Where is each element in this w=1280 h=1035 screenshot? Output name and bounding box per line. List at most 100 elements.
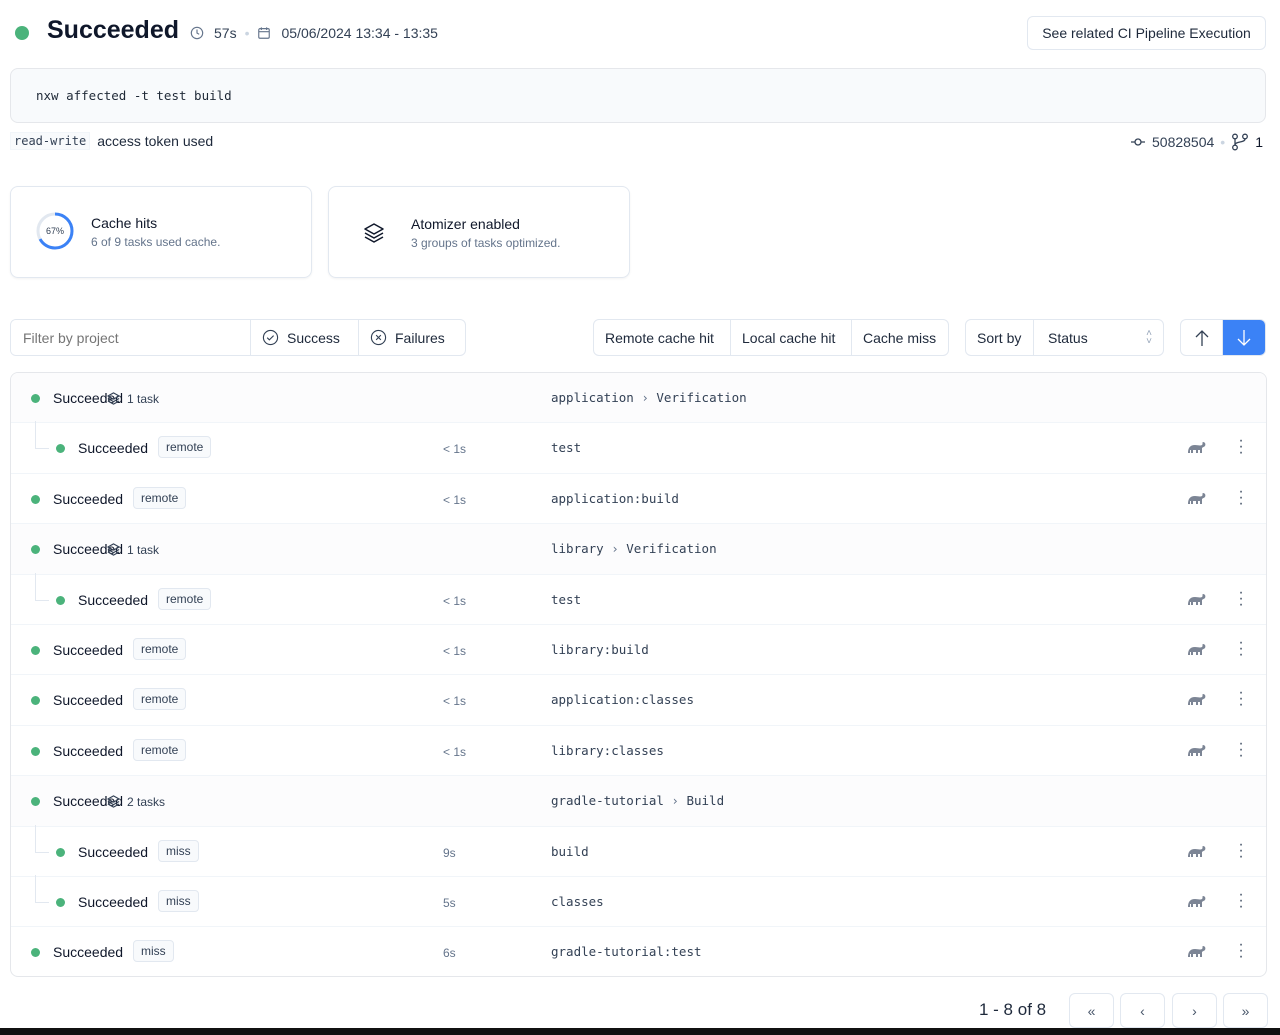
arrow-down-icon [1237, 329, 1251, 346]
remote-cache-hit-button[interactable]: Remote cache hit [594, 320, 731, 355]
tree-connector [35, 824, 49, 853]
cache-badge: miss [133, 940, 174, 963]
group-target: gradle-tutorial › Build [551, 793, 725, 809]
status-label: Succeeded [78, 843, 149, 860]
task-row[interactable]: Succeeded remote < 1s application:build · · · [11, 474, 1266, 525]
group-target: library › Verification [551, 541, 717, 557]
task-row[interactable]: Succeeded remote < 1s test · · · [11, 572, 1266, 625]
status-label: Succeeded [78, 893, 149, 910]
chevron-up-down-icon: ˄ ˅ [1146, 327, 1152, 347]
task-target[interactable]: library:build [551, 641, 649, 657]
layers-icon [107, 392, 120, 405]
task-target[interactable]: test [551, 440, 582, 456]
more-options-icon[interactable]: · · · [1238, 633, 1244, 663]
status-label: Succeeded [53, 944, 124, 961]
gradle-icon [1188, 593, 1206, 605]
duration: < 1s [443, 694, 467, 709]
duration: < 1s [443, 744, 467, 759]
command-block: nxw affected -t test build [10, 68, 1266, 123]
sort-descending-button[interactable] [1223, 320, 1265, 355]
task-group-row[interactable]: Succeeded 1 task application › Verificatio… [11, 373, 1266, 424]
atomizer-card: Atomizer enabled 3 groups of tasks optim… [328, 186, 630, 278]
cache-badge: remote [133, 738, 187, 761]
sort-ascending-button[interactable] [1181, 320, 1223, 355]
check-circle-icon [262, 329, 279, 346]
more-options-icon[interactable]: · · · [1238, 885, 1244, 915]
chevron-right-icon: › [1192, 1002, 1197, 1019]
more-options-icon[interactable]: · · · [1238, 734, 1244, 764]
failures-filter-button[interactable]: Failures [359, 320, 465, 355]
more-options-icon[interactable]: · · · [1238, 432, 1244, 462]
task-row[interactable]: Succeeded miss 9s build · · · [11, 824, 1266, 877]
cache-percent: 67% [46, 226, 64, 236]
duration: < 1s [443, 492, 467, 507]
previous-page-button[interactable]: ‹ [1120, 993, 1165, 1028]
more-options-icon[interactable]: · · · [1238, 835, 1244, 865]
more-options-icon[interactable]: · · · [1238, 583, 1244, 613]
task-row[interactable]: Succeeded remote < 1s test · · · [11, 421, 1266, 474]
status-label: Succeeded [53, 541, 124, 558]
chevrons-left-icon: « [1087, 1002, 1096, 1019]
task-group-row[interactable]: Succeeded 1 task library › Verification [11, 524, 1266, 575]
calendar-icon [258, 27, 271, 39]
gradle-icon [1188, 895, 1206, 907]
filter-by-project-input[interactable] [11, 320, 250, 355]
cache-badge: remote [133, 486, 187, 509]
status-dot [31, 645, 40, 655]
task-target[interactable]: application:classes [551, 692, 694, 708]
task-group-row[interactable]: Succeeded 2 tasks gradle-tutorial › Build [11, 776, 1266, 827]
task-target[interactable]: library:classes [551, 742, 664, 758]
see-related-ci-pipeline-button[interactable]: See related CI Pipeline Execution [1027, 16, 1266, 50]
status-label: Succeeded [53, 793, 124, 810]
sort-group: Sort by Status ˄ ˅ [965, 319, 1164, 356]
cache-filter-group: Remote cache hit Local cache hit Cache m… [593, 319, 949, 356]
token-label: access token used [97, 133, 214, 149]
atomizer-title: Atomizer enabled [411, 216, 520, 232]
more-options-icon[interactable]: · · · [1238, 684, 1244, 714]
layers-icon [364, 223, 384, 243]
task-row[interactable]: Succeeded remote < 1s library:classes · · · [11, 726, 1266, 777]
cache-miss-button[interactable]: Cache miss [863, 329, 937, 346]
task-row[interactable]: Succeeded miss 5s classes · · · [11, 874, 1266, 928]
tree-connector [35, 874, 49, 903]
arrow-up-icon [1195, 329, 1208, 346]
task-target[interactable]: classes [551, 893, 604, 909]
status-label: Succeeded [53, 390, 124, 406]
status-dot [31, 696, 40, 706]
commit-sha[interactable]: 50828504 [1152, 134, 1215, 150]
group-target: application › Verification [551, 390, 747, 405]
gradle-icon [1188, 845, 1206, 857]
more-options-icon[interactable]: · · · [1238, 482, 1244, 512]
gradle-icon [1188, 643, 1206, 655]
duration: 5s [443, 895, 456, 910]
task-target[interactable]: gradle-tutorial:test [551, 944, 702, 960]
status-label: Succeeded [53, 490, 124, 507]
next-page-button[interactable]: › [1172, 993, 1217, 1028]
status-dot [56, 897, 65, 907]
sort-select[interactable]: Status ˄ ˅ [1048, 327, 1152, 347]
more-options-icon[interactable]: · · · [1238, 936, 1244, 966]
task-target[interactable]: build [551, 843, 589, 859]
layers-icon [107, 543, 120, 556]
success-filter-button[interactable]: Success [251, 320, 359, 355]
task-target[interactable]: test [551, 591, 582, 607]
cache-badge: remote [158, 436, 212, 459]
local-cache-hit-button[interactable]: Local cache hit [731, 320, 852, 355]
date-range: 05/06/2024 13:34 - 13:35 [281, 25, 438, 41]
last-page-button[interactable]: » [1223, 993, 1268, 1028]
branch-icon [1232, 133, 1249, 151]
status-dot [31, 746, 40, 756]
first-page-button[interactable]: « [1069, 993, 1114, 1028]
task-target[interactable]: application:build [551, 490, 679, 506]
duration: < 1s [443, 442, 467, 457]
status-label: Succeeded [53, 641, 124, 658]
duration: < 1s [443, 593, 467, 608]
task-row[interactable]: Succeeded remote < 1s application:classes · ·… [11, 675, 1266, 726]
status-dot [31, 797, 40, 807]
duration: 6s [443, 946, 456, 961]
run-meta: 57s • 05/06/2024 13:34 - 13:35 [190, 25, 438, 41]
task-row[interactable]: Succeeded miss 6s gradle-tutorial:test · · · [11, 927, 1266, 976]
status-label: Succeeded [53, 742, 124, 759]
task-row[interactable]: Succeeded remote < 1s library:build · · · [11, 625, 1266, 676]
pagination-label: 1 - 8 of 8 [979, 1000, 1047, 1019]
